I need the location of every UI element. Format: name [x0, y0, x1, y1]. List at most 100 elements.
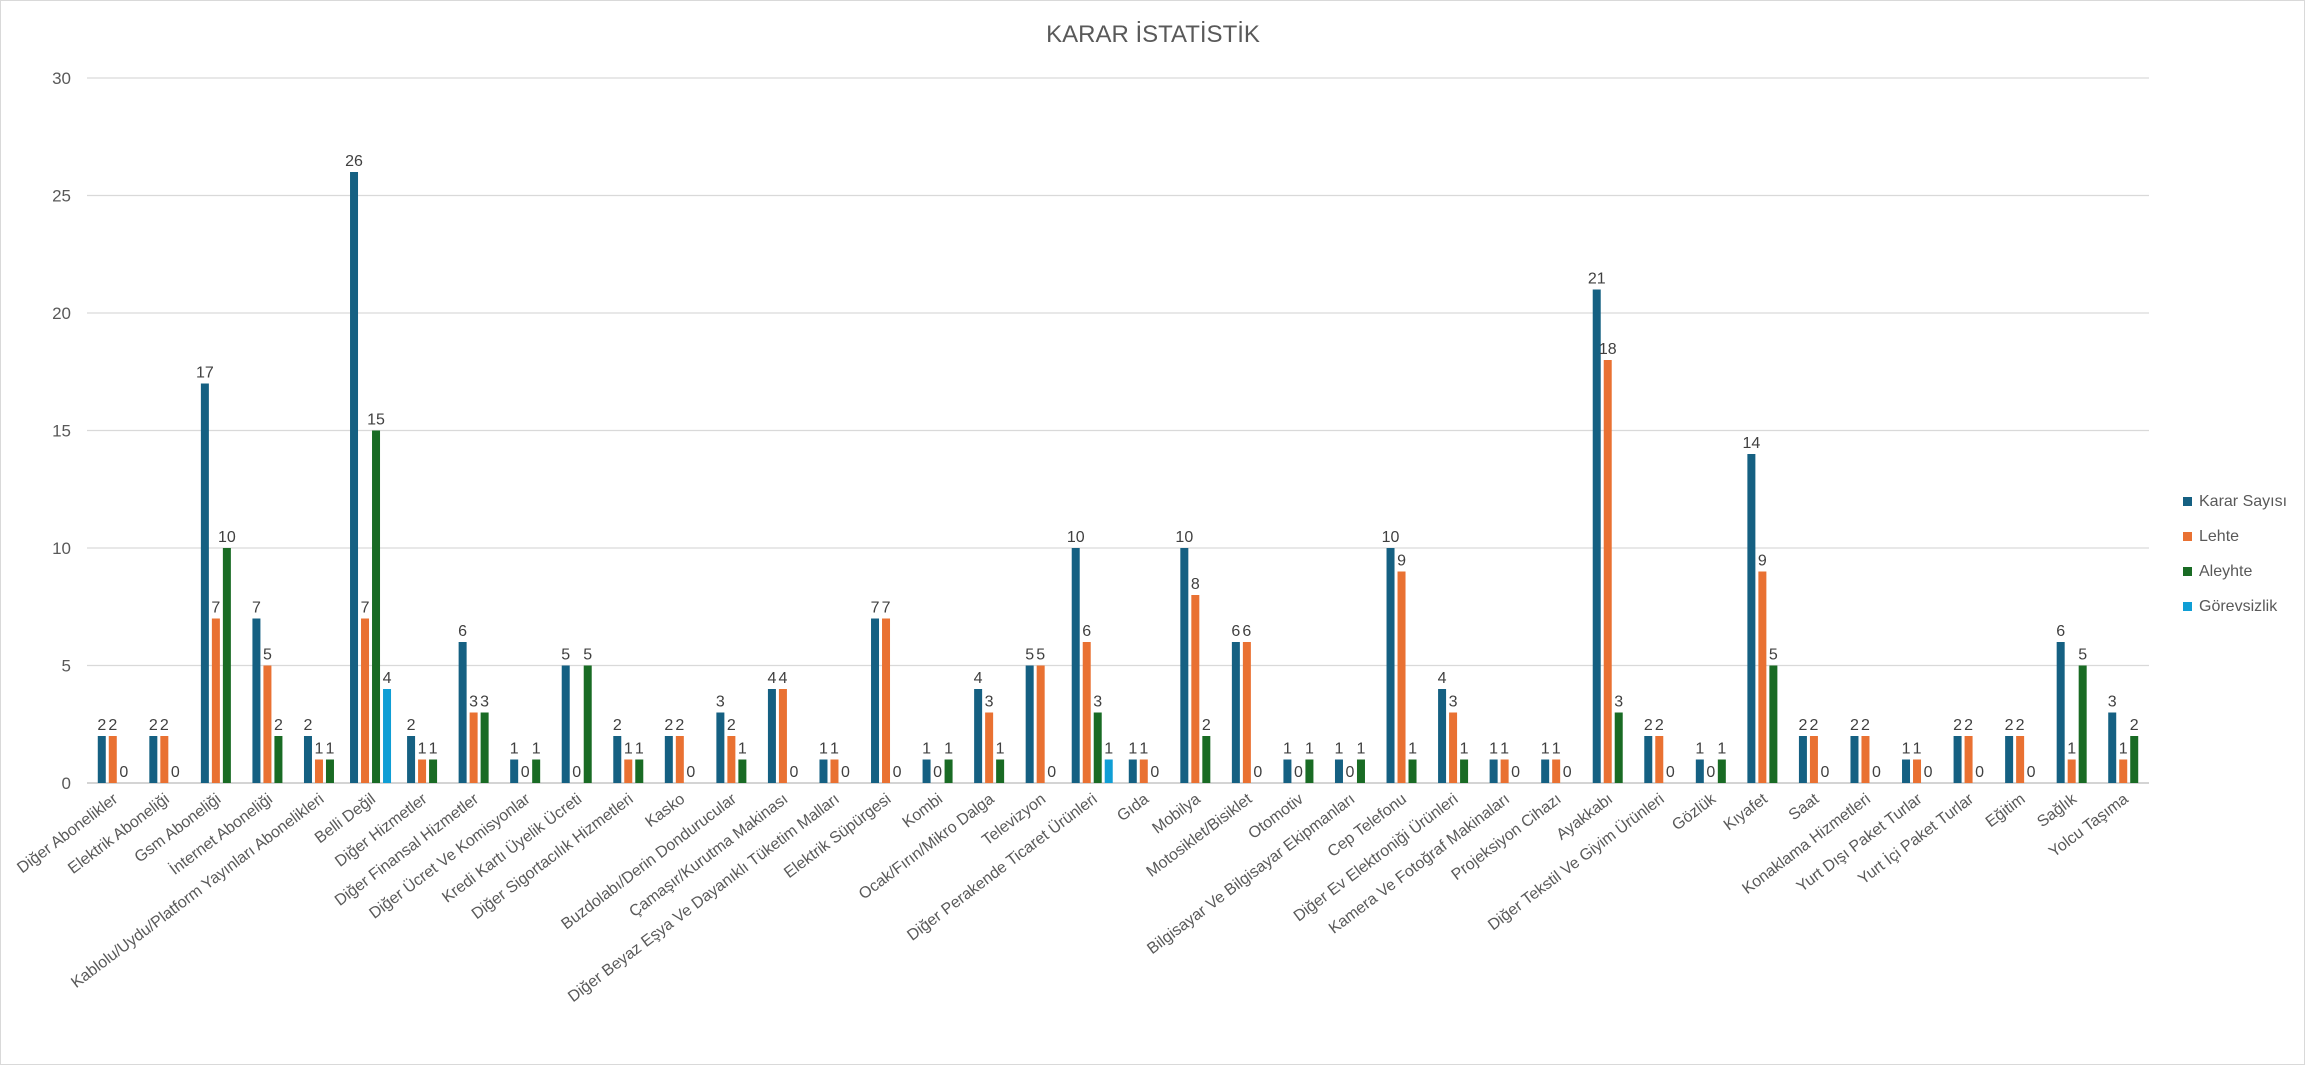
data-label: 3	[1093, 694, 1102, 711]
data-label: 8	[1191, 576, 1200, 593]
data-label: 0	[1563, 764, 1572, 781]
bar	[1798, 736, 1807, 783]
bar	[469, 712, 478, 783]
data-label: 0	[1346, 764, 1355, 781]
bar	[871, 618, 880, 783]
bar	[1191, 595, 1200, 783]
data-label: 5	[1769, 647, 1778, 664]
bar	[222, 548, 231, 783]
data-label: 3	[2108, 694, 2117, 711]
bar	[727, 736, 736, 783]
bar	[613, 736, 622, 783]
data-label: 4	[383, 670, 392, 687]
y-tick-label: 30	[52, 69, 71, 88]
legend-swatch	[2183, 602, 2192, 611]
data-label: 0	[1872, 764, 1881, 781]
data-label: 7	[871, 600, 880, 617]
bar	[2130, 736, 2139, 783]
x-category-label: Kasko	[642, 791, 688, 831]
bar	[922, 759, 931, 783]
chart-title: KARAR İSTATİSTİK	[1046, 21, 1260, 48]
data-label: 3	[469, 694, 478, 711]
data-label: 10	[1382, 529, 1400, 546]
data-label: 7	[361, 600, 370, 617]
bar	[1397, 571, 1406, 783]
data-label: 0	[171, 764, 180, 781]
data-label: 7	[882, 600, 891, 617]
bar	[1104, 759, 1113, 783]
data-label: 2	[1798, 717, 1807, 734]
bar	[1139, 759, 1148, 783]
data-label: 1	[624, 741, 633, 758]
data-label: 1	[1139, 741, 1148, 758]
data-label: 1	[1104, 741, 1113, 758]
data-label: 5	[583, 647, 592, 664]
bar	[160, 736, 169, 783]
bar	[819, 759, 828, 783]
data-label: 2	[1953, 717, 1962, 734]
bars	[97, 172, 2139, 783]
bar	[325, 759, 334, 783]
legend-label: Aleyhte	[2199, 563, 2252, 580]
data-label: 5	[1025, 647, 1034, 664]
data-label: 2	[613, 717, 622, 734]
data-label: 0	[1150, 764, 1159, 781]
data-label: 0	[1924, 764, 1933, 781]
data-label: 17	[196, 365, 214, 382]
x-category-label: Gıda	[1114, 791, 1152, 826]
data-label: 0	[893, 764, 902, 781]
x-category-label: Gsm Aboneliği	[132, 791, 225, 867]
bar	[510, 759, 519, 783]
bar	[1449, 712, 1458, 783]
data-label: 3	[1449, 694, 1458, 711]
data-label: 1	[1489, 741, 1498, 758]
data-label: 5	[1036, 647, 1045, 664]
bar	[383, 689, 392, 783]
bar	[2005, 736, 2014, 783]
bar	[1460, 759, 1469, 783]
bar	[2067, 759, 2076, 783]
data-label: 0	[686, 764, 695, 781]
data-label: 1	[819, 741, 828, 758]
bar	[2016, 736, 2025, 783]
legend: Karar Sayısı Lehte Aleyhte Görevsizlik	[2183, 493, 2287, 615]
legend-label: Görevsizlik	[2199, 598, 2278, 615]
data-label: 1	[1552, 741, 1561, 758]
bar	[1552, 759, 1561, 783]
data-label: 2	[1964, 717, 1973, 734]
bar	[1202, 736, 1211, 783]
data-label: 10	[218, 529, 236, 546]
data-label: 1	[2119, 741, 2128, 758]
bar	[1747, 454, 1756, 783]
data-label: 2	[108, 717, 117, 734]
data-label: 1	[1695, 741, 1704, 758]
bar	[532, 759, 541, 783]
bar	[882, 618, 891, 783]
bar	[1283, 759, 1292, 783]
data-label: 6	[458, 623, 467, 640]
bar	[944, 759, 953, 783]
bar	[716, 712, 725, 783]
bar	[985, 712, 994, 783]
bar	[418, 759, 427, 783]
bar	[1902, 759, 1911, 783]
bar	[2119, 759, 2128, 783]
bar	[429, 759, 438, 783]
bar	[274, 736, 283, 783]
data-label: 2	[407, 717, 416, 734]
bar	[303, 736, 312, 783]
data-label: 0	[1975, 764, 1984, 781]
data-label: 2	[274, 717, 283, 734]
y-tick-label: 15	[52, 422, 71, 441]
data-label: 0	[119, 764, 128, 781]
bar	[583, 665, 592, 783]
bar	[624, 759, 633, 783]
bar	[407, 736, 416, 783]
data-label: 10	[1175, 529, 1193, 546]
data-label: 0	[1253, 764, 1262, 781]
data-label: 1	[315, 741, 324, 758]
x-category-label: Kıyafet	[1721, 790, 1771, 834]
x-category-label: Sağlık	[2034, 790, 2081, 831]
